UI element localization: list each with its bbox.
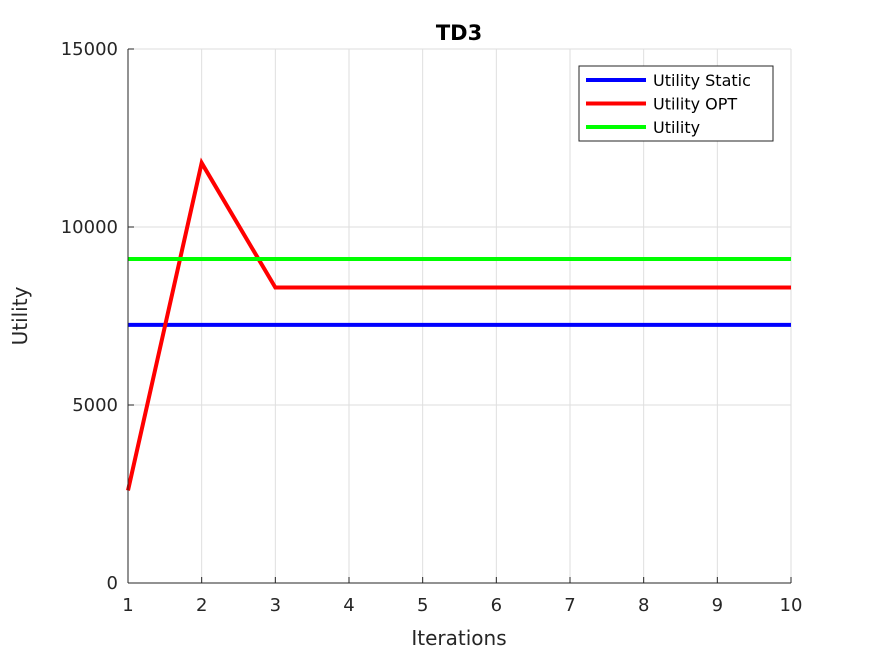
tick-labels: 1 2 3 4 5 6 7 8 9 10 0 5000 10000 15000 — [61, 39, 803, 616]
x-tick-label: 5 — [417, 595, 428, 616]
y-tick-label: 0 — [107, 573, 118, 594]
axes — [127, 48, 792, 584]
y-axis-label: Utility — [8, 286, 32, 345]
x-tick-label: 1 — [122, 595, 133, 616]
x-tick-label: 3 — [270, 595, 281, 616]
legend-label-1: Utility Static — [653, 71, 751, 90]
x-tick-label: 8 — [638, 595, 649, 616]
y-tick-label: 15000 — [61, 39, 118, 60]
legend-label-3: Utility — [653, 118, 700, 137]
chart-title: TD3 — [436, 21, 482, 45]
legend-label-2: Utility OPT — [653, 95, 737, 114]
x-axis-label: Iterations — [411, 626, 506, 650]
x-tick-label: 10 — [780, 595, 803, 616]
series-line-2 — [126, 157, 791, 491]
y-tick-label: 10000 — [61, 217, 118, 238]
x-tick-label: 7 — [564, 595, 575, 616]
x-tick-label: 6 — [491, 595, 502, 616]
series-lines — [126, 157, 791, 491]
legend: Utility Static Utility OPT Utility — [578, 65, 774, 142]
x-tick-label: 9 — [712, 595, 723, 616]
x-tick-label: 4 — [343, 595, 354, 616]
y-tick-label: 5000 — [72, 395, 118, 416]
x-tick-label: 2 — [196, 595, 207, 616]
